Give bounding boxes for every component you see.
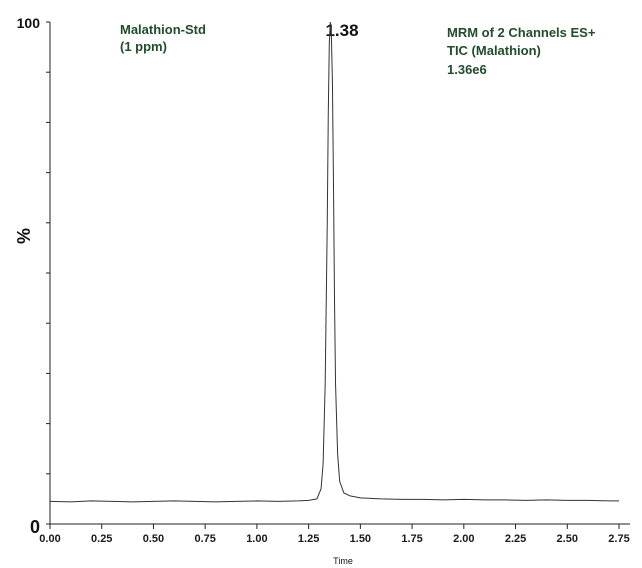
sample-concentration-label: (1 ppm) xyxy=(120,39,167,54)
x-tick-label: 0.75 xyxy=(194,533,215,545)
x-tick-label: 2.50 xyxy=(557,533,578,545)
channel-info-label: MRM of 2 Channels ES+ xyxy=(447,25,596,40)
x-tick-label: 1.50 xyxy=(350,533,371,545)
y-axis-label: % xyxy=(14,228,34,244)
x-tick-label: 1.25 xyxy=(298,533,319,545)
x-tick-label: 0.50 xyxy=(143,533,164,545)
tic-label: TIC (Malathion) xyxy=(447,43,541,58)
x-tick-label: 1.75 xyxy=(401,533,422,545)
sample-name-label: Malathion-Std xyxy=(120,22,206,37)
x-tick-label: 1.00 xyxy=(246,533,267,545)
x-axis-label: Time xyxy=(333,556,353,566)
y-tick-label-top: 100 xyxy=(17,15,41,31)
x-tick-label: 2.25 xyxy=(505,533,526,545)
intensity-label: 1.36e6 xyxy=(447,62,487,77)
x-axis-ticks: 0.00 0.25 0.50 0.75 1.00 1.25 1.50 1.75 2.00 2.25… xyxy=(39,524,630,545)
x-tick-label: 2.75 xyxy=(608,533,629,545)
x-tick-label: 0.00 xyxy=(39,533,60,545)
y-axis-ticks xyxy=(46,21,50,525)
chromatogram-trace xyxy=(49,21,619,503)
y-tick-label-zero: 0 xyxy=(30,517,40,537)
x-tick-label: 2.00 xyxy=(453,533,474,545)
x-tick-label: 0.25 xyxy=(91,533,112,545)
peak-label: 1.38 xyxy=(325,21,358,40)
